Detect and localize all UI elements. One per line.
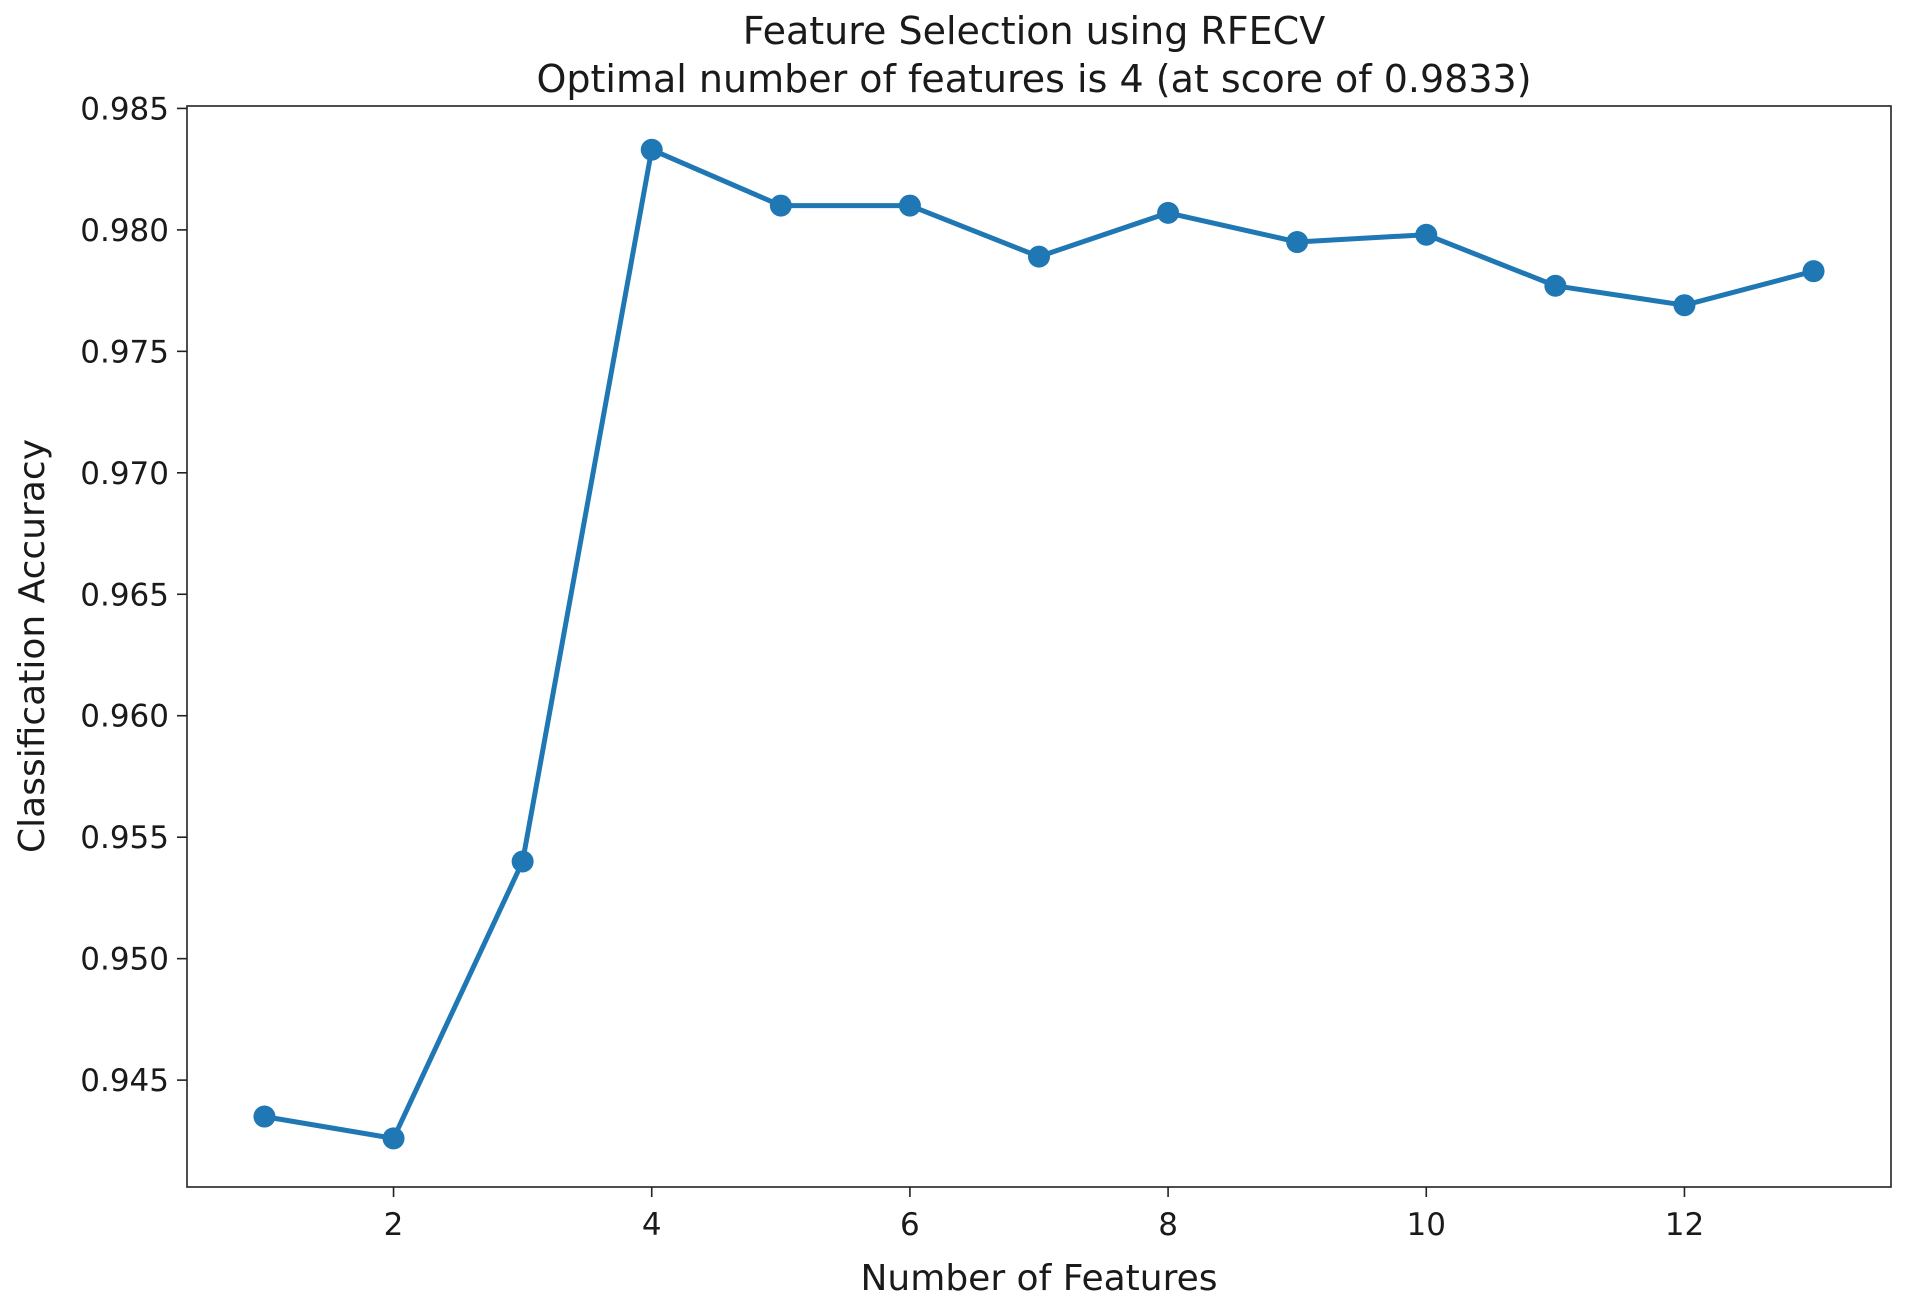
series-line: [262, 147, 1816, 1141]
data-point: [253, 1105, 276, 1128]
data-point: [640, 138, 663, 161]
data-point: [1286, 231, 1309, 254]
x-tick-label: 8: [1158, 1207, 1178, 1243]
data-point: [511, 850, 534, 873]
data-point: [1415, 223, 1438, 246]
x-tick-label: 6: [900, 1207, 920, 1243]
data-point: [1544, 274, 1567, 297]
y-tick-label: 0.960: [80, 699, 169, 735]
data-point: [382, 1127, 405, 1150]
data-point: [1028, 245, 1050, 268]
y-tick-label: 0.970: [80, 456, 169, 492]
data-point: [898, 194, 921, 217]
y-tick-label: 0.950: [80, 942, 169, 978]
plot-frame: [186, 105, 1892, 1188]
x-tick-label: 2: [384, 1207, 404, 1243]
y-tick-label: 0.985: [80, 91, 169, 127]
y-axis-label: Classification Accuracy: [12, 439, 53, 853]
x-tick-label: 12: [1665, 1207, 1704, 1243]
data-point: [1157, 201, 1180, 224]
plot-area: 2 4 6 8 10 12 0.945 0.950 0.955 0.960 0.965 0.970 0.…: [80, 91, 1892, 1243]
chart-title: Feature Selection using RFECV: [743, 9, 1325, 53]
data-point: [1673, 294, 1696, 317]
data-point: [769, 194, 792, 217]
x-axis-label: Number of Features: [861, 1258, 1218, 1299]
chart-subtitle: Optimal number of features is 4 (at scor…: [536, 57, 1531, 101]
x-tick-label: 10: [1407, 1207, 1446, 1243]
y-tick-label: 0.945: [80, 1063, 169, 1099]
data-point: [1802, 260, 1825, 283]
y-tick-label: 0.955: [80, 820, 169, 856]
y-tick-label: 0.965: [80, 577, 169, 613]
y-tick-label: 0.975: [80, 334, 169, 370]
y-tick-label: 0.980: [80, 213, 169, 249]
x-tick-label: 4: [642, 1207, 662, 1243]
